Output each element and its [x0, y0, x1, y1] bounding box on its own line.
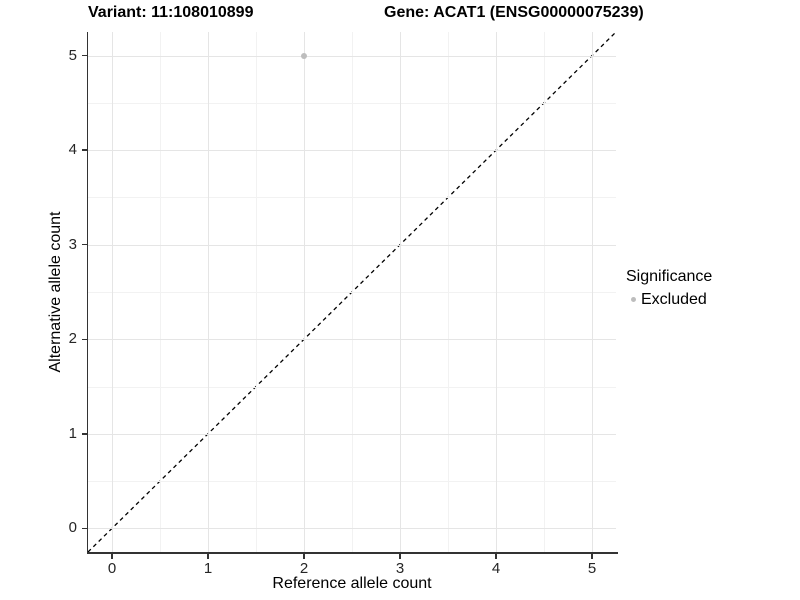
- x-tick-label: 5: [587, 560, 597, 577]
- x-tick: [495, 553, 497, 559]
- grid-line-major: [88, 339, 616, 341]
- x-tick: [111, 553, 113, 559]
- x-tick-label: 3: [395, 560, 405, 577]
- grid-line-major: [208, 32, 209, 552]
- grid-line-major: [88, 433, 616, 435]
- y-axis-line: [86, 32, 88, 554]
- legend-item-excluded: Excluded: [626, 290, 712, 309]
- y-tick-label: 5: [68, 46, 77, 64]
- data-point: [301, 52, 307, 59]
- grid-line-major: [112, 32, 113, 552]
- y-tick: [81, 433, 87, 435]
- y-axis-title: Alternative allele count: [47, 211, 64, 373]
- grid-line-major: [88, 528, 616, 530]
- y-tick-label: 2: [68, 330, 77, 348]
- grid-line-major: [400, 32, 401, 552]
- x-tick-label: 2: [299, 560, 309, 577]
- grid-line-major: [88, 55, 616, 57]
- x-tick: [207, 553, 209, 559]
- grid-line-minor: [88, 102, 616, 104]
- plot-title-variant: Variant: 11:108010899: [88, 4, 254, 21]
- legend-item-label: Excluded: [641, 291, 707, 308]
- x-tick: [399, 553, 401, 559]
- y-tick: [81, 149, 87, 151]
- x-axis-title: Reference allele count: [272, 575, 432, 592]
- legend-key-dot-icon: [631, 297, 636, 302]
- y-tick-label: 1: [68, 424, 77, 442]
- legend: Significance Excluded: [626, 267, 712, 309]
- y-tick: [81, 243, 87, 246]
- y-tick-label: 0: [68, 519, 77, 537]
- x-tick-label: 0: [107, 560, 117, 577]
- x-tick: [303, 553, 305, 559]
- x-tick: [591, 553, 593, 559]
- y-tick: [81, 527, 87, 530]
- grid-line-major: [304, 32, 305, 552]
- y-tick-label: 3: [68, 235, 77, 253]
- grid-line-minor: [88, 481, 616, 483]
- grid-line-major: [496, 32, 497, 552]
- y-tick: [81, 338, 87, 341]
- grid-line-minor: [88, 292, 616, 293]
- y-tick-label: 4: [68, 141, 77, 159]
- x-tick-label: 4: [491, 560, 501, 577]
- grid-line-minor: [88, 197, 616, 199]
- plot-title-gene: Gene: ACAT1 (ENSG00000075239): [384, 4, 644, 21]
- y-tick: [81, 54, 87, 57]
- grid-line-minor: [88, 386, 616, 388]
- x-axis-line: [86, 552, 618, 554]
- grid-line-major: [88, 150, 616, 152]
- grid-line-major: [88, 244, 616, 246]
- grid-line-major: [592, 32, 593, 552]
- x-tick-label: 1: [203, 560, 213, 577]
- legend-title: Significance: [626, 268, 713, 285]
